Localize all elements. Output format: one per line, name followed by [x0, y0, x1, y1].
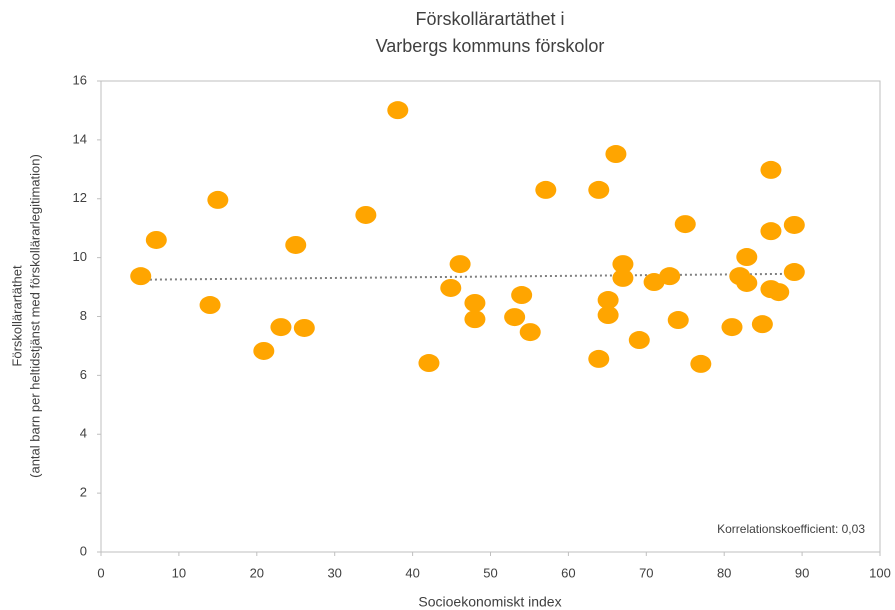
- x-axis-label: Socioekonomiskt index: [418, 594, 561, 610]
- point: [519, 323, 541, 342]
- chart-title: Förskollärartäthet i: [415, 9, 564, 29]
- point: [130, 267, 152, 286]
- point: [418, 354, 440, 373]
- x-tick-label: 100: [869, 565, 891, 580]
- point: [440, 278, 462, 297]
- x-tick-label: 80: [717, 565, 731, 580]
- x-tick-label: 20: [250, 565, 264, 580]
- point: [387, 101, 409, 120]
- point: [588, 180, 610, 199]
- point: [464, 293, 486, 312]
- point: [736, 273, 758, 292]
- point: [504, 308, 526, 327]
- point: [760, 222, 782, 241]
- y-tick-label: 16: [73, 72, 87, 87]
- y-axis-label: Förskollärartäthet: [9, 265, 24, 367]
- point: [605, 145, 627, 164]
- x-tick-label: 0: [97, 565, 104, 580]
- point: [597, 291, 619, 310]
- trendline: [139, 272, 795, 281]
- point: [355, 205, 377, 224]
- point: [253, 341, 275, 360]
- x-tick-label: 40: [405, 565, 419, 580]
- point: [768, 283, 790, 302]
- y-tick-label: 10: [73, 249, 87, 264]
- chart-title: Varbergs kommuns förskolor: [376, 36, 605, 56]
- point: [535, 180, 557, 199]
- y-tick-label: 4: [80, 426, 87, 441]
- point: [690, 354, 712, 373]
- point: [293, 318, 315, 337]
- x-tick-label: 10: [172, 565, 186, 580]
- point: [721, 318, 743, 337]
- y-tick-label: 6: [80, 367, 87, 382]
- y-tick-label: 8: [80, 308, 87, 323]
- point: [783, 215, 805, 234]
- x-tick-label: 70: [639, 565, 653, 580]
- y-tick-label: 12: [73, 190, 87, 205]
- point: [285, 235, 307, 254]
- point: [612, 255, 634, 274]
- point: [667, 311, 689, 330]
- point: [449, 255, 471, 274]
- y-tick-label: 0: [80, 543, 87, 558]
- point: [783, 263, 805, 282]
- x-tick-label: 50: [483, 565, 497, 580]
- y-tick-label: 14: [73, 131, 87, 146]
- point: [597, 306, 619, 325]
- point: [674, 215, 696, 234]
- point: [270, 318, 292, 337]
- x-tick-label: 30: [327, 565, 341, 580]
- point: [628, 331, 650, 350]
- point: [207, 190, 229, 209]
- point: [736, 248, 758, 267]
- y-axis-label: (antal barn per heltidstjänst med försko…: [27, 154, 42, 478]
- point: [145, 230, 167, 249]
- point: [511, 286, 533, 305]
- point: [659, 267, 681, 286]
- x-tick-label: 90: [795, 565, 809, 580]
- annotation: Korrelationskoefficient: 0,03: [717, 522, 865, 536]
- point: [588, 349, 610, 368]
- point: [199, 296, 221, 315]
- x-tick-label: 60: [561, 565, 575, 580]
- point: [751, 315, 773, 334]
- point: [612, 268, 634, 287]
- point: [464, 310, 486, 329]
- y-tick-label: 2: [80, 485, 87, 500]
- point: [760, 160, 782, 179]
